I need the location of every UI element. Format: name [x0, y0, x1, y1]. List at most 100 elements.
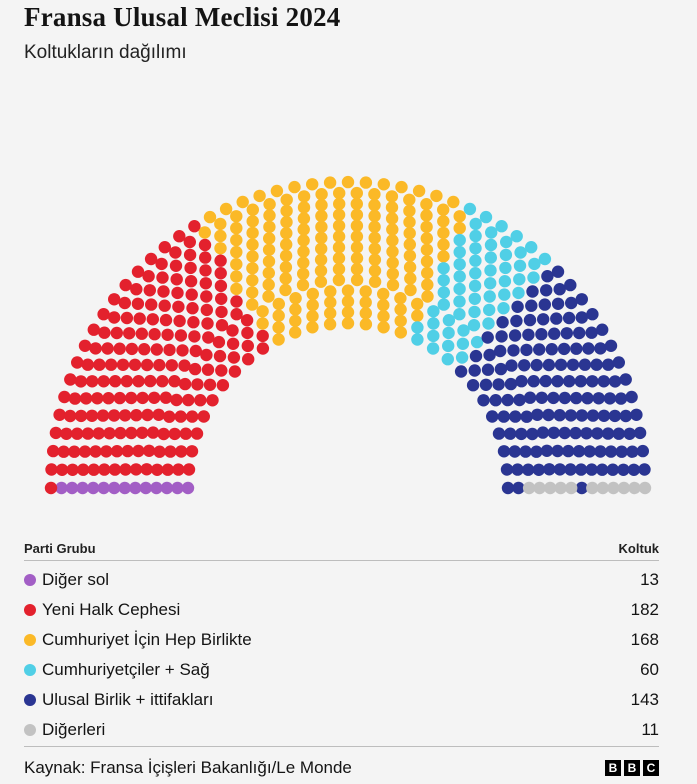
seat-dot: [280, 193, 293, 206]
seat-dot: [625, 390, 638, 404]
seat-dot: [554, 358, 568, 371]
seat-dot: [597, 375, 610, 388]
seat-dot: [377, 321, 390, 334]
seat-dot: [168, 427, 181, 441]
seat-dot: [427, 317, 440, 330]
seat-dot: [148, 391, 161, 404]
seat-dot: [617, 481, 631, 495]
seat-dot: [527, 375, 540, 388]
seat-dot: [377, 178, 390, 191]
seat-dot: [586, 308, 599, 321]
seat-dot: [513, 273, 526, 286]
seat-dot: [118, 409, 132, 422]
seat-dot: [125, 342, 139, 356]
seat-dot: [498, 288, 511, 301]
seat-dot: [156, 375, 169, 388]
seat-dot: [359, 318, 373, 331]
seat-dot: [215, 319, 229, 332]
seat-dot: [544, 481, 557, 495]
seat-dot: [297, 223, 310, 236]
seat-dot: [214, 217, 227, 231]
seat-dot: [394, 292, 407, 305]
seat-dot: [350, 230, 364, 243]
seat-dot: [592, 392, 605, 405]
legend-party-name: Cumhuriyetçiler + Sağ: [42, 660, 210, 679]
seat-dot: [536, 426, 550, 439]
seat-dot: [341, 317, 355, 330]
seat-dot: [157, 427, 170, 441]
seat-dot: [182, 463, 196, 476]
seat-dot: [253, 189, 266, 203]
seat-dot: [454, 365, 468, 378]
seat-dot: [447, 195, 460, 209]
seat-dot: [359, 285, 372, 298]
seat-dot: [386, 278, 400, 292]
seat-dot: [160, 481, 174, 495]
seat-dot: [171, 286, 184, 300]
seat-dot: [114, 426, 127, 440]
seat-dot: [178, 359, 191, 372]
seat-dot: [68, 392, 82, 405]
seat-dot: [512, 286, 525, 300]
seat-dot: [484, 251, 497, 264]
seat-dot: [289, 326, 302, 339]
seat-dot: [199, 264, 212, 277]
seat-dot: [246, 298, 259, 311]
seat-dot: [230, 210, 243, 223]
seat-dot: [553, 409, 566, 422]
seat-dot: [437, 286, 450, 299]
seat-dot: [176, 344, 189, 357]
seat-dot: [150, 343, 163, 356]
seat-dot: [463, 202, 477, 216]
seat-dot: [540, 444, 554, 457]
seat-dot: [186, 410, 199, 423]
seat-dot: [533, 343, 546, 356]
seat-dot: [525, 299, 538, 312]
seat-dot: [161, 328, 174, 341]
seat-dot: [178, 377, 192, 391]
seat-dot: [198, 226, 211, 239]
seat-dot: [215, 364, 228, 377]
seat-dot: [497, 410, 510, 423]
seat-dot: [527, 271, 540, 284]
seat-dot: [569, 426, 582, 440]
seat-dot: [515, 427, 528, 441]
seat-dot: [116, 358, 130, 371]
seat-dot: [256, 317, 269, 330]
seat-dot: [142, 444, 156, 457]
seat-dot: [368, 275, 382, 288]
legend-seat-count: 168: [630, 630, 659, 649]
seat-dot: [501, 393, 514, 407]
seat-dot: [627, 463, 641, 476]
seat-dot: [411, 321, 424, 334]
logo-letter: B: [624, 760, 640, 776]
seat-dot: [441, 353, 454, 366]
seat-dot: [74, 375, 88, 388]
seat-dot: [485, 226, 498, 239]
seat-dot: [505, 359, 518, 372]
seat-dot: [110, 445, 124, 458]
seat-dot: [496, 316, 509, 329]
seat-dot: [289, 292, 302, 305]
seat-dot: [386, 267, 399, 280]
seat-dot: [142, 270, 155, 283]
seat-dot: [350, 252, 364, 265]
seat-dot: [315, 242, 328, 255]
seat-dot: [216, 379, 230, 392]
seat-dot: [96, 409, 110, 422]
seat-dot: [469, 217, 482, 231]
bbc-logo: B B C: [605, 760, 659, 776]
seat-dot: [198, 238, 212, 252]
seat-dot: [212, 335, 226, 349]
seat-dot: [411, 297, 424, 311]
seat-dot: [120, 375, 133, 388]
seat-dot: [164, 445, 177, 458]
chart-title: Fransa Ulusal Meclisi 2024: [24, 2, 341, 32]
seat-dot: [191, 378, 204, 391]
seat-dot: [528, 257, 541, 271]
seat-dot: [565, 296, 578, 310]
seat-dot: [262, 255, 276, 268]
seat-dot: [590, 358, 603, 371]
seat-dot: [297, 234, 310, 247]
seat-dot: [495, 330, 508, 343]
